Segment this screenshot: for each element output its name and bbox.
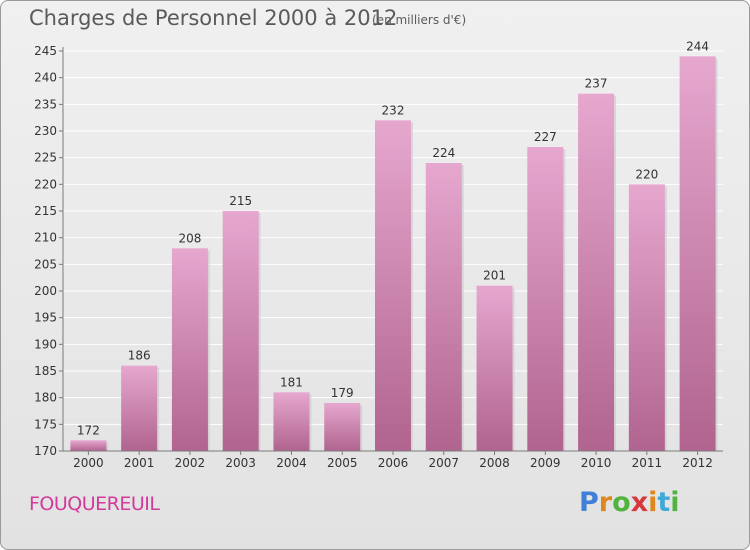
proxiti-logo: Proxiti bbox=[579, 487, 680, 518]
bar-value-label: 201 bbox=[483, 269, 506, 283]
labels: 170 175 180 185 190 195 200 205 210 215 220 225 230 2… bbox=[34, 39, 713, 470]
y-tick-label: 215 bbox=[34, 204, 57, 218]
y-tick-label: 220 bbox=[34, 177, 57, 191]
bar-value-label: 232 bbox=[382, 103, 405, 117]
bar-value-label: 237 bbox=[585, 77, 608, 91]
bar bbox=[476, 285, 513, 451]
brand-letter: P bbox=[579, 487, 599, 518]
chart-title: Charges de Personnel 2000 à 2012 bbox=[29, 6, 398, 30]
bar bbox=[121, 365, 158, 451]
y-tick-label: 240 bbox=[34, 71, 57, 85]
y-tick-label: 235 bbox=[34, 97, 57, 111]
y-tick-label: 170 bbox=[34, 444, 57, 458]
x-tick-label: 2006 bbox=[378, 456, 409, 470]
bar-value-label: 172 bbox=[77, 423, 100, 437]
y-tick-label: 175 bbox=[34, 417, 57, 431]
bar bbox=[679, 56, 716, 451]
bar-value-label: 244 bbox=[686, 39, 709, 53]
y-tick-label: 230 bbox=[34, 124, 57, 138]
commune-name: FOUQUEREUIL bbox=[29, 493, 160, 515]
bar-value-label: 179 bbox=[331, 386, 354, 400]
brand-letter: r bbox=[598, 487, 613, 518]
bar-value-label: 208 bbox=[178, 231, 201, 245]
bar bbox=[425, 163, 462, 451]
brand-letter: t bbox=[657, 487, 671, 518]
x-tick-label: 2005 bbox=[327, 456, 358, 470]
bar-value-label: 227 bbox=[534, 130, 557, 144]
x-tick-label: 2002 bbox=[175, 456, 206, 470]
y-tick-label: 195 bbox=[34, 311, 57, 325]
y-tick-label: 210 bbox=[34, 231, 57, 245]
bar bbox=[527, 147, 564, 451]
x-tick-label: 2011 bbox=[632, 456, 663, 470]
y-tick-label: 225 bbox=[34, 151, 57, 165]
brand-letter: i bbox=[670, 487, 680, 518]
bar-value-label: 215 bbox=[229, 194, 252, 208]
x-tick-label: 2010 bbox=[581, 456, 612, 470]
bar-value-label: 224 bbox=[432, 146, 455, 160]
x-tick-label: 2000 bbox=[73, 456, 104, 470]
x-tick-label: 2012 bbox=[682, 456, 713, 470]
y-tick-label: 245 bbox=[34, 44, 57, 58]
bar-value-label: 186 bbox=[128, 349, 151, 363]
bars bbox=[70, 56, 718, 452]
x-tick-label: 2007 bbox=[428, 456, 459, 470]
axes bbox=[59, 47, 723, 455]
bar bbox=[70, 440, 107, 451]
bar bbox=[273, 392, 310, 451]
chart-subtitle: (en milliers d'€) bbox=[372, 13, 467, 27]
bar bbox=[324, 403, 361, 451]
x-tick-label: 2009 bbox=[530, 456, 561, 470]
x-tick-label: 2003 bbox=[225, 456, 256, 470]
bar bbox=[628, 184, 665, 452]
bar bbox=[375, 120, 411, 451]
brand-letter: x bbox=[630, 487, 649, 518]
bar-value-label: 181 bbox=[280, 375, 303, 389]
y-tick-label: 190 bbox=[34, 337, 57, 351]
x-tick-label: 2008 bbox=[479, 456, 510, 470]
y-tick-label: 205 bbox=[34, 257, 57, 271]
x-tick-label: 2004 bbox=[276, 456, 307, 470]
y-tick-label: 200 bbox=[34, 284, 57, 298]
bar bbox=[171, 248, 208, 451]
bar bbox=[578, 93, 615, 452]
x-tick-label: 2001 bbox=[124, 456, 155, 470]
bar bbox=[222, 211, 259, 451]
y-tick-label: 185 bbox=[34, 364, 57, 378]
brand-letter: o bbox=[612, 487, 631, 518]
brand-letter: i bbox=[648, 487, 658, 518]
y-tick-label: 180 bbox=[34, 391, 57, 405]
bar-value-label: 220 bbox=[635, 167, 658, 181]
